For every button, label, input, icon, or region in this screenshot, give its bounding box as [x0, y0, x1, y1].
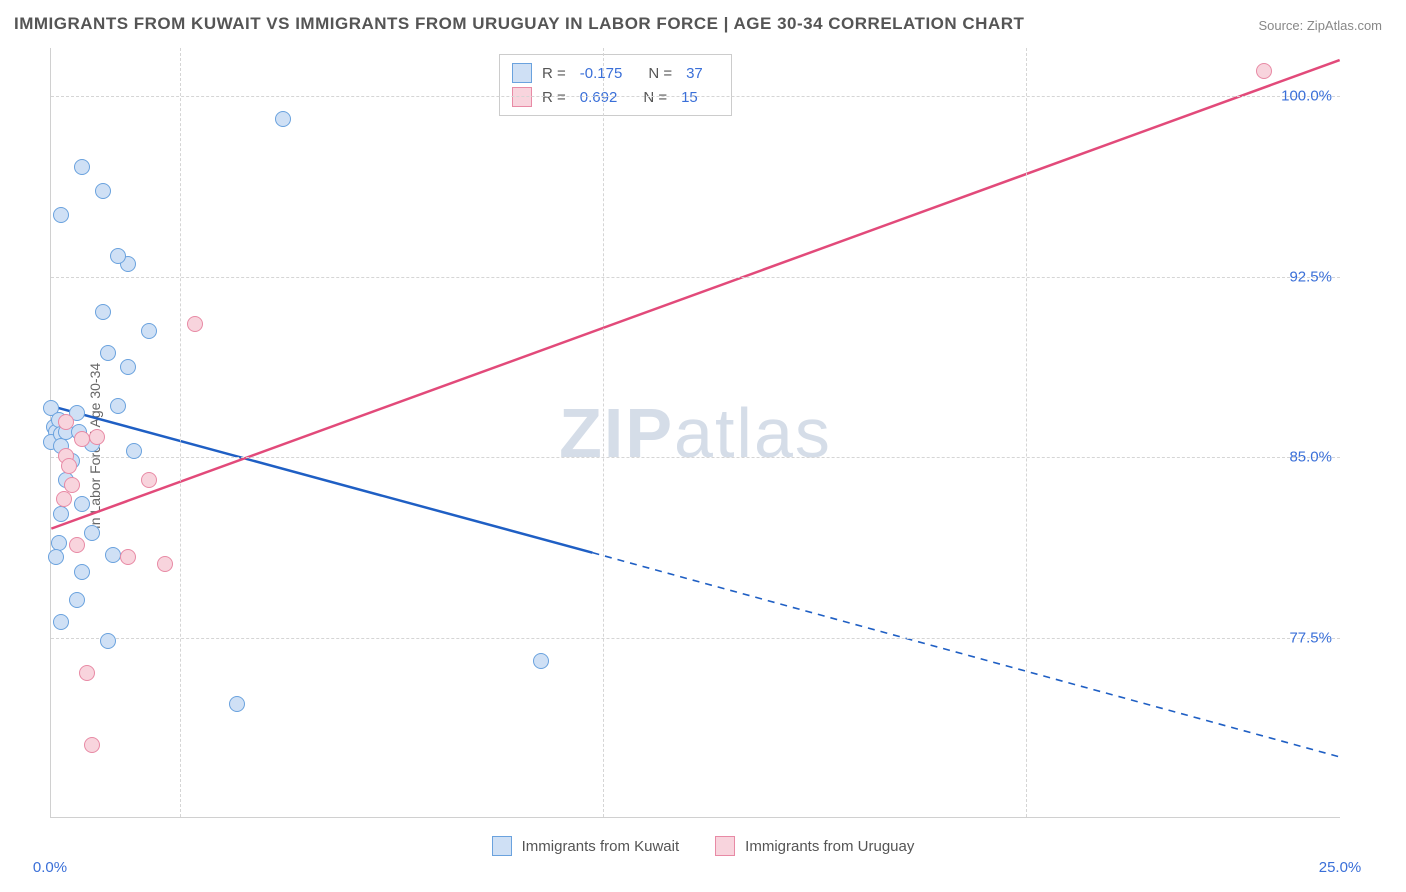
regression-line-solid	[51, 60, 1339, 529]
gridline-vertical	[180, 48, 181, 817]
y-tick-label: 92.5%	[1289, 268, 1332, 285]
scatter-point	[84, 737, 100, 753]
regression-line-dashed	[592, 553, 1339, 757]
gridline-horizontal	[51, 457, 1340, 458]
scatter-point	[89, 429, 105, 445]
legend-label-uruguay: Immigrants from Uruguay	[745, 838, 914, 855]
scatter-point	[95, 304, 111, 320]
scatter-point	[100, 345, 116, 361]
scatter-point	[69, 592, 85, 608]
scatter-point	[95, 183, 111, 199]
y-tick-label: 100.0%	[1281, 88, 1332, 105]
n-value-kuwait: 37	[686, 65, 703, 82]
scatter-point	[53, 207, 69, 223]
scatter-point	[74, 159, 90, 175]
r-label: R =	[542, 65, 566, 82]
scatter-point	[61, 458, 77, 474]
scatter-point	[120, 549, 136, 565]
swatch-uruguay-icon	[715, 836, 735, 856]
scatter-point	[120, 359, 136, 375]
chart-container: IMMIGRANTS FROM KUWAIT VS IMMIGRANTS FRO…	[0, 0, 1406, 892]
legend-row-kuwait: R = -0.175 N = 37	[512, 61, 719, 85]
scatter-point	[53, 506, 69, 522]
scatter-point	[74, 431, 90, 447]
gridline-vertical	[1026, 48, 1027, 817]
x-tick-label: 25.0%	[1319, 859, 1362, 876]
gridline-vertical	[603, 48, 604, 817]
gridline-horizontal	[51, 96, 1340, 97]
swatch-kuwait	[512, 63, 532, 83]
scatter-point	[141, 472, 157, 488]
scatter-point	[53, 614, 69, 630]
scatter-point	[64, 477, 80, 493]
series-legend: Immigrants from Kuwait Immigrants from U…	[0, 836, 1406, 856]
scatter-point	[229, 696, 245, 712]
scatter-point	[1256, 63, 1272, 79]
scatter-point	[105, 547, 121, 563]
legend-item-kuwait: Immigrants from Kuwait	[492, 836, 680, 856]
correlation-legend: R = -0.175 N = 37 R = 0.692 N = 15	[499, 54, 732, 116]
regression-line-solid	[51, 406, 592, 553]
scatter-point	[84, 525, 100, 541]
scatter-point	[187, 316, 203, 332]
y-tick-label: 77.5%	[1289, 629, 1332, 646]
scatter-point	[157, 556, 173, 572]
source-label: Source: ZipAtlas.com	[1258, 18, 1382, 33]
r-value-kuwait: -0.175	[580, 65, 623, 82]
scatter-point	[100, 633, 116, 649]
scatter-point	[48, 549, 64, 565]
scatter-point	[275, 111, 291, 127]
gridline-horizontal	[51, 638, 1340, 639]
legend-item-uruguay: Immigrants from Uruguay	[715, 836, 914, 856]
chart-title: IMMIGRANTS FROM KUWAIT VS IMMIGRANTS FRO…	[14, 14, 1024, 34]
plot-area: ZIPatlas R = -0.175 N = 37 R = 0.692 N =…	[50, 48, 1340, 818]
scatter-point	[74, 564, 90, 580]
scatter-point	[141, 323, 157, 339]
scatter-point	[58, 414, 74, 430]
scatter-point	[56, 491, 72, 507]
scatter-point	[79, 665, 95, 681]
scatter-point	[69, 537, 85, 553]
legend-label-kuwait: Immigrants from Kuwait	[522, 838, 680, 855]
scatter-point	[533, 653, 549, 669]
scatter-point	[51, 535, 67, 551]
scatter-point	[110, 398, 126, 414]
scatter-point	[110, 248, 126, 264]
swatch-kuwait-icon	[492, 836, 512, 856]
n-label: N =	[648, 65, 672, 82]
scatter-point	[126, 443, 142, 459]
y-tick-label: 85.0%	[1289, 449, 1332, 466]
gridline-horizontal	[51, 277, 1340, 278]
scatter-point	[74, 496, 90, 512]
x-tick-label: 0.0%	[33, 859, 67, 876]
